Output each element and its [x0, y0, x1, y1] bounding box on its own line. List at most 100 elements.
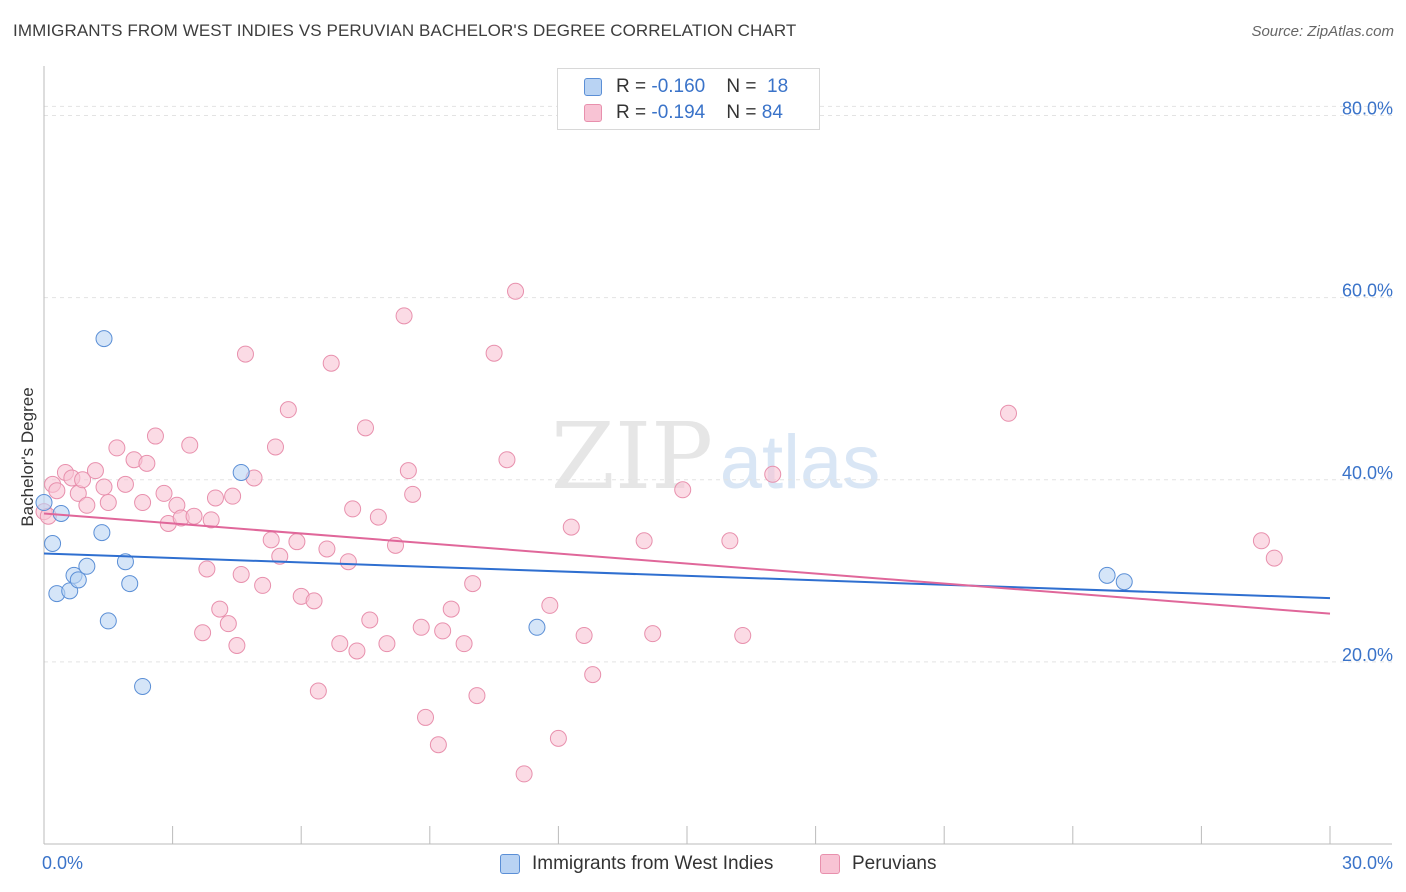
peruvians-point	[134, 494, 152, 512]
peruvians-point	[108, 439, 126, 457]
west-indies-point	[99, 612, 117, 630]
bottom-legend-label: Immigrants from West Indies	[532, 853, 774, 874]
peruvians-point	[1265, 549, 1283, 567]
peruvians-point	[361, 611, 379, 629]
west-indies-point	[1115, 573, 1133, 591]
west-indies-trend-line	[43, 552, 1331, 600]
peruvians-point	[507, 282, 525, 300]
peruvians-point	[266, 438, 284, 456]
peruvians-point	[468, 687, 486, 705]
peruvians-point	[95, 478, 113, 496]
peruvians-points	[35, 282, 1283, 783]
legend-n-value: 18	[767, 76, 789, 97]
peruvians-point	[464, 575, 482, 593]
legend-r-label: R =	[616, 76, 652, 97]
peruvians-point	[1000, 404, 1017, 422]
bottom-legend-label: Peruvians	[852, 853, 937, 874]
peruvians-point	[485, 344, 503, 362]
legend-r-value: -0.194	[651, 102, 706, 123]
peruvians-point	[515, 765, 533, 783]
peruvians-point	[721, 532, 739, 550]
west-indies-point	[78, 557, 96, 575]
x-tick-label-min: 0.0%	[42, 853, 83, 873]
x-tick-label-max: 30.0%	[1342, 853, 1393, 873]
peruvians-point	[331, 635, 349, 653]
west-indies-point	[528, 618, 546, 636]
peruvians-point	[575, 626, 593, 644]
peruvians-point	[86, 462, 104, 480]
peruvians-point	[378, 635, 396, 653]
peruvians-point	[395, 307, 413, 325]
peruvians-point	[764, 465, 782, 483]
watermark-atlas: atlas	[720, 420, 881, 505]
peruvians-point	[219, 615, 237, 633]
peruvians-point	[288, 533, 306, 551]
watermark: ZIP atlas	[551, 403, 880, 510]
peruvians-point	[211, 600, 229, 618]
peruvians-point	[271, 547, 289, 565]
peruvians-point	[404, 485, 422, 503]
bottom-legend-swatch-pink	[820, 854, 840, 874]
west-indies-points	[35, 330, 1133, 695]
peruvians-point	[399, 462, 417, 480]
peruvians-point	[305, 592, 323, 610]
peruvians-point	[412, 618, 430, 636]
peruvians-point	[138, 454, 156, 472]
correlation-legend: R = -0.160 N = 18 R = -0.194 N = 84	[557, 68, 820, 130]
peruvians-point	[155, 484, 173, 502]
west-indies-point	[134, 677, 152, 695]
bottom-legend-swatch-blue	[500, 854, 520, 874]
peruvians-point	[322, 354, 340, 372]
peruvians-point	[202, 511, 220, 529]
peruvians-point	[357, 419, 374, 437]
peruvians-point	[198, 560, 216, 578]
peruvians-point	[254, 576, 272, 594]
peruvians-point	[498, 451, 516, 469]
chart-title: IMMIGRANTS FROM WEST INDIES VS PERUVIAN …	[13, 21, 797, 40]
peruvians-point	[279, 401, 297, 419]
peruvians-point	[232, 565, 250, 583]
peruvians-point	[309, 682, 327, 700]
source-label: Source: ZipAtlas.com	[1251, 23, 1394, 40]
peruvians-point	[99, 494, 117, 512]
peruvians-point	[339, 553, 357, 571]
peruvians-point	[644, 625, 662, 643]
legend-swatch-blue	[584, 78, 602, 96]
west-indies-point	[232, 463, 250, 481]
y-tick-label: 60.0%	[1342, 281, 1393, 301]
trend-lines	[43, 512, 1331, 615]
peruvians-point	[185, 507, 203, 525]
peruvians-point	[228, 636, 246, 654]
peruvians-point	[48, 482, 66, 500]
legend-r-label: R =	[616, 102, 652, 123]
peruvians-point	[74, 471, 92, 489]
peruvians-point	[734, 626, 752, 644]
peruvians-point	[674, 481, 692, 499]
y-tick-label: 80.0%	[1342, 99, 1393, 119]
peruvians-point	[562, 518, 580, 536]
peruvians-point	[549, 729, 567, 747]
peruvians-point	[344, 500, 362, 518]
west-indies-point	[95, 330, 113, 348]
peruvians-point	[236, 345, 254, 363]
peruvians-point	[541, 596, 559, 614]
peruvians-point	[429, 736, 447, 754]
peruvians-point	[194, 624, 212, 642]
west-indies-point	[121, 575, 139, 593]
legend-swatch-pink	[584, 104, 602, 122]
peruvians-point	[455, 635, 473, 653]
peruvians-point	[206, 489, 224, 507]
peruvians-point	[1252, 532, 1270, 550]
tick-labels: 20.0% 40.0% 60.0% 80.0% 0.0% 30.0%	[42, 99, 1393, 873]
peruvians-point	[442, 600, 460, 618]
peruvians-trend-line	[43, 512, 1331, 615]
west-indies-point	[1098, 566, 1116, 584]
peruvians-point	[417, 708, 435, 726]
west-indies-point	[93, 524, 111, 542]
axes	[43, 66, 1392, 845]
legend-r-value: -0.160	[651, 76, 706, 97]
legend-n-value: 84	[761, 102, 783, 123]
peruvians-point	[584, 666, 602, 684]
peruvians-point	[318, 540, 336, 558]
